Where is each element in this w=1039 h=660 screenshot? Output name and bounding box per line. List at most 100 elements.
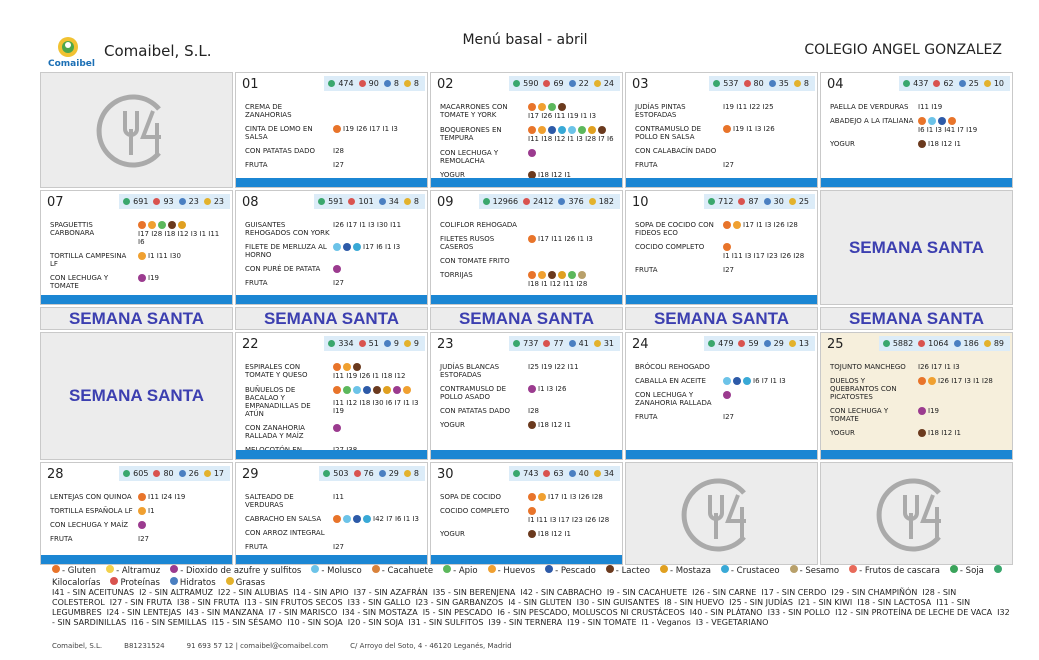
nutrient-value: 376 [568, 197, 584, 206]
allergen-icon [918, 140, 926, 148]
allergen-icon [578, 271, 586, 279]
dish-codes: I27 [333, 279, 421, 287]
nutrient-value: 590 [523, 79, 539, 88]
allergen-icon [333, 424, 341, 432]
code: I19 - SIN TOMATE [567, 618, 637, 627]
dish-codes: I17 I6 I1 I3 [333, 243, 421, 259]
allergen-icon [528, 271, 536, 279]
dish-codes: I42 I7 I6 I1 I3 [333, 515, 421, 523]
nutrient-icon [543, 340, 551, 347]
dish-name: BUÑUELOS DE BACALAO Y EMPANADILLAS DE AT… [245, 386, 311, 418]
code: I17 - SIN CERDO [761, 588, 827, 597]
codes: I25 I19 I22 I11 [528, 363, 579, 371]
day-cell: 07 691 93 23 23 SPAGUETTIS CARBONARA I17 I28 I… [40, 190, 233, 305]
dishes: PAELLA DE VERDURAS I11 I19 ABADEJO A LA IT… [830, 103, 1006, 154]
dish-codes: I17 I26 I11 I19 I1 I3 [528, 103, 616, 120]
holiday: SEMANA SANTA [820, 190, 1013, 305]
codes: I11 I12 I18 I30 I6 I7 I1 I3 I19 [333, 398, 419, 415]
codes: I17 I1 I3 I26 I28 [743, 221, 798, 229]
allergen-icon [333, 125, 341, 133]
nutrient-icon [203, 198, 211, 205]
dish-codes [528, 221, 616, 229]
dish: PAELLA DE VERDURAS I11 I19 [830, 103, 1006, 111]
nutrient-value: 712 [718, 197, 734, 206]
allergen-icon [733, 377, 741, 385]
allergen-icon [548, 126, 556, 134]
legend-item: Grasas [225, 576, 270, 588]
legend-icon [849, 565, 858, 573]
nutrient-icon [153, 470, 161, 477]
bar [821, 450, 1012, 459]
dishes: ESPIRALES CON TOMATE Y QUESO I11 I19 I26 … [245, 363, 421, 459]
allergen-icon [723, 125, 731, 133]
nutrient-value: 40 [578, 469, 589, 478]
codes-legend: I41 - SIN ACEITUNAS I2 - SIN ALTRAMUZ I22 … [52, 588, 1012, 628]
code: I18 - SIN LACTOSA [857, 598, 932, 607]
legend-item: Hidratos [169, 576, 221, 588]
day-cell: 01 474 90 8 8 CREMA DE ZANAHORIAS CINTA DE LOM… [235, 72, 428, 188]
nutrient-icon [933, 80, 941, 87]
nutrient-icon [882, 340, 890, 347]
dish-codes: I28 [528, 407, 616, 415]
dish: COLIFLOR REHOGADA [440, 221, 616, 229]
nutrient-value: 87 [748, 197, 759, 206]
nutrient-value: 80 [163, 469, 174, 478]
watermark [681, 478, 746, 551]
code: I4 - SIN GLUTEN [508, 598, 572, 607]
nutrient-icon [763, 198, 771, 205]
nutrient-value: 8 [413, 79, 419, 88]
dish: CON PATATAS DADO I28 [440, 407, 616, 415]
nutrition: 737 77 41 31 [509, 336, 620, 351]
dish: COCIDO COMPLETO I1 I11 I3 I17 I23 I26 I28 [440, 507, 616, 524]
nutrient-icon [708, 198, 716, 205]
dish: TORRIJAS I18 I1 I12 I11 I28 [440, 271, 616, 288]
dish-name: CINTA DE LOMO EN SALSA [245, 125, 313, 141]
dish-name: TORTILLA CAMPESINA LF [50, 252, 127, 268]
dish-codes [723, 391, 811, 407]
dish: CREMA DE ZANAHORIAS [245, 103, 421, 119]
legend-item: - Sesamo [789, 565, 845, 576]
dish-codes: I18 I12 I1 [528, 171, 616, 179]
code: I20 - SIN SOJA [347, 618, 404, 627]
nutrient-icon [568, 80, 576, 87]
nutrient-value: 8 [393, 79, 399, 88]
dish-codes: I11 I19 I26 I1 I18 I12 [333, 363, 421, 380]
dish-codes [138, 521, 226, 529]
code: I37 - SIN AZAFRÁN [353, 588, 428, 597]
nutrient-value: 93 [163, 197, 174, 206]
legend-label: - Sesamo [799, 566, 840, 576]
dish-codes: I11 I24 I19 [138, 493, 226, 501]
dish: FRUTA I27 [635, 266, 811, 274]
holiday: SEMANA SANTA [430, 307, 623, 330]
nutrient-icon [983, 340, 991, 347]
nutrient-icon [543, 470, 551, 477]
footer-item: Comaibel, S.L. [52, 642, 103, 650]
code: I35 - SIN BERENJENA [432, 588, 516, 597]
dishes: SOPA DE COCIDO I17 I1 I3 I26 I28 COCIDO CO… [440, 493, 616, 544]
logo-text: Comaibel [48, 59, 95, 69]
dish: SOPA DE COCIDO I17 I1 I3 I26 I28 [440, 493, 616, 501]
nutrient-value: 51 [368, 339, 379, 348]
day-number: 22 [242, 337, 259, 352]
dish-name: CON LECHUGA Y TOMATE [50, 274, 109, 290]
legend-label: - Gluten [62, 566, 97, 576]
code: I1 - Veganos [641, 618, 691, 627]
dish: CON LECHUGA Y REMOLACHA [440, 149, 616, 165]
dish-codes: I1 I11 I30 [138, 252, 226, 268]
allergen-icon [138, 493, 146, 501]
codes: I26 I17 I3 I1 I28 [938, 377, 993, 385]
nutrient-value: 17 [213, 469, 224, 478]
nutrient-icon [708, 340, 716, 347]
legend-item: - Pescado [545, 565, 601, 576]
day-number: 01 [242, 77, 259, 92]
nutrient-icon [383, 80, 391, 87]
dish: SOPA DE COCIDO CON FIDEOS ECO I17 I1 I3 I… [635, 221, 811, 237]
dish-name: CON PURÉ DE PATATA [245, 265, 321, 273]
legend-icon [720, 565, 729, 573]
dish: CON TOMATE FRITO [440, 257, 616, 265]
nutrient-icon [763, 340, 771, 347]
nutrition: 537 80 35 8 [709, 76, 815, 91]
nutrient-icon [323, 470, 331, 477]
allergen-icon [333, 363, 341, 371]
nutrient-value: 8 [413, 469, 419, 478]
